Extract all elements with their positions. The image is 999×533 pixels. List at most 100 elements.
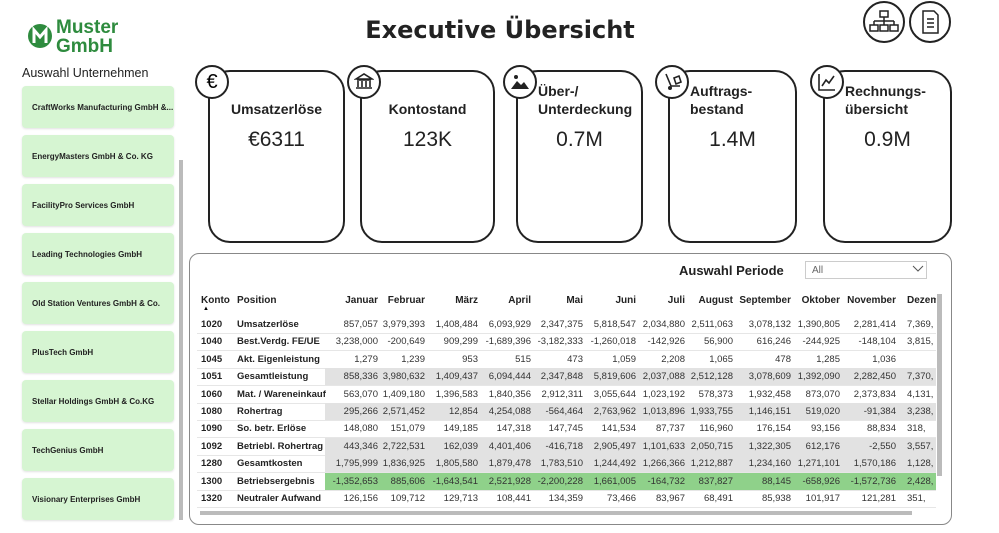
company-button[interactable]: TechGenius GmbH (22, 429, 174, 471)
cell: 515 (515, 353, 531, 365)
cell: 1,234,160 (748, 458, 791, 470)
row-label: 1040 (201, 336, 223, 348)
cell: 3,557, (907, 440, 934, 452)
column-header: Februar (387, 295, 425, 306)
row-divider (197, 420, 936, 421)
row-divider (197, 489, 936, 491)
scrollbar[interactable] (179, 160, 183, 520)
cell: 3,078,132 (748, 319, 791, 330)
row-divider (197, 333, 936, 334)
cell: 295,266 (343, 406, 378, 417)
cell: 87,737 (655, 423, 685, 435)
cell: 2,722,531 (382, 440, 425, 452)
company-button[interactable]: Visionary Enterprises GmbH (22, 478, 174, 520)
cell: 176,154 (756, 423, 791, 435)
row-label: 1092 (201, 440, 223, 452)
cell: 1,795,999 (335, 458, 378, 470)
row-label: 1280 (201, 458, 223, 470)
cell: 116,960 (699, 423, 733, 435)
cell: -2,550 (869, 440, 896, 452)
cell: 1,271,101 (797, 458, 840, 470)
cell: 858,336 (343, 371, 378, 383)
column-header: Konto (201, 295, 230, 306)
cell: 857,057 (343, 319, 378, 330)
cell: 101,917 (805, 493, 840, 504)
cell: 2,912,311 (541, 388, 583, 400)
row-label: 1045 (201, 353, 223, 365)
cell: 88,145 (761, 475, 791, 487)
row-label: 1060 (201, 388, 223, 400)
cell: 148,080 (343, 423, 378, 435)
cell: 2,282,450 (853, 371, 896, 383)
kpi-title: Auftrags- bestand (690, 83, 753, 117)
dropdown-chevron[interactable] (912, 265, 924, 273)
cell: 4,131, (907, 388, 934, 400)
kpi-card (823, 70, 952, 243)
cell: -564,464 (545, 406, 583, 417)
cell: 1,879,478 (488, 458, 531, 470)
kpi-icon (810, 65, 844, 99)
cell: 1,101,633 (642, 440, 685, 452)
row-label: Betriebl. Rohertrag (237, 440, 324, 452)
cell: 108,441 (496, 493, 531, 504)
row-label: Best.Verdg. FE/UE (237, 336, 320, 348)
cell: 3,980,632 (382, 371, 425, 383)
cell: 1,059 (612, 353, 636, 365)
cell: -244,925 (802, 336, 840, 348)
cell: 3,979,393 (382, 319, 425, 330)
cell: 1,013,896 (642, 406, 685, 417)
table-hscroll[interactable] (200, 511, 912, 515)
cell: 1,065 (709, 353, 733, 365)
cell: 149,185 (443, 423, 478, 435)
company-button[interactable]: Old Station Ventures GmbH & Co. (22, 282, 174, 324)
row-label: 1080 (201, 406, 223, 417)
company-button[interactable]: CraftWorks Manufacturing GmbH &... (22, 86, 174, 128)
cell: 563,070 (343, 388, 378, 400)
company-button[interactable]: Leading Technologies GmbH (22, 233, 174, 275)
company-button[interactable]: FacilityPro Services GmbH (22, 184, 174, 226)
top-buttons[interactable] (862, 1, 992, 45)
cell: 1,390,805 (797, 319, 840, 330)
company-button[interactable]: PlusTech GmbH (22, 331, 174, 373)
cell: 56,900 (703, 336, 733, 348)
cell: 1,392,090 (797, 371, 840, 383)
cell: -416,718 (545, 440, 583, 452)
cell: 3,238,000 (335, 336, 378, 348)
cell: 2,511,063 (691, 319, 733, 330)
kpi-icon (503, 65, 537, 99)
cell: 2,512,128 (690, 371, 733, 383)
cell: 2,050,715 (690, 440, 733, 452)
kpi-card (360, 70, 495, 243)
kpi-title: Kontostand (388, 101, 467, 117)
cell: 2,347,848 (540, 371, 583, 383)
company-button[interactable]: EnergyMasters GmbH & Co. KG (22, 135, 174, 177)
table-panel (189, 253, 952, 525)
cell: 1,239 (401, 353, 425, 365)
cell: 1,244,492 (593, 458, 636, 470)
cell: 1,023,192 (642, 388, 685, 400)
cell: 126,156 (343, 493, 378, 504)
cell: 612,176 (805, 440, 840, 452)
row-highlight (325, 472, 936, 490)
cell: 1,408,484 (435, 319, 478, 330)
column-header: Januar (345, 295, 378, 306)
cell: -1,643,541 (432, 475, 478, 487)
cell: 3,055,644 (593, 388, 636, 400)
table-vscroll[interactable] (937, 294, 942, 476)
cell: 73,466 (606, 493, 636, 504)
column-header: Juni (615, 295, 636, 306)
cell: 109,712 (390, 493, 425, 504)
column-header: Oktober (801, 295, 840, 306)
cell: 1,409,180 (382, 388, 425, 400)
company-button[interactable]: Stellar Holdings GmbH & Co.KG (22, 380, 174, 422)
cell: 1,212,887 (690, 458, 733, 470)
cell: 1,840,356 (488, 388, 531, 400)
period-dropdown[interactable]: All (805, 261, 927, 279)
cell: 473 (567, 353, 583, 365)
kpi-value: 123K (402, 128, 453, 151)
cell: 83,967 (655, 493, 685, 504)
cell: 147,318 (496, 423, 531, 435)
cell: 5,818,547 (593, 319, 636, 330)
table: Konto Position Januar Februar März April Mai Ju… (197, 292, 936, 510)
company-select-label: Auswahl Unternehmen (22, 66, 149, 80)
